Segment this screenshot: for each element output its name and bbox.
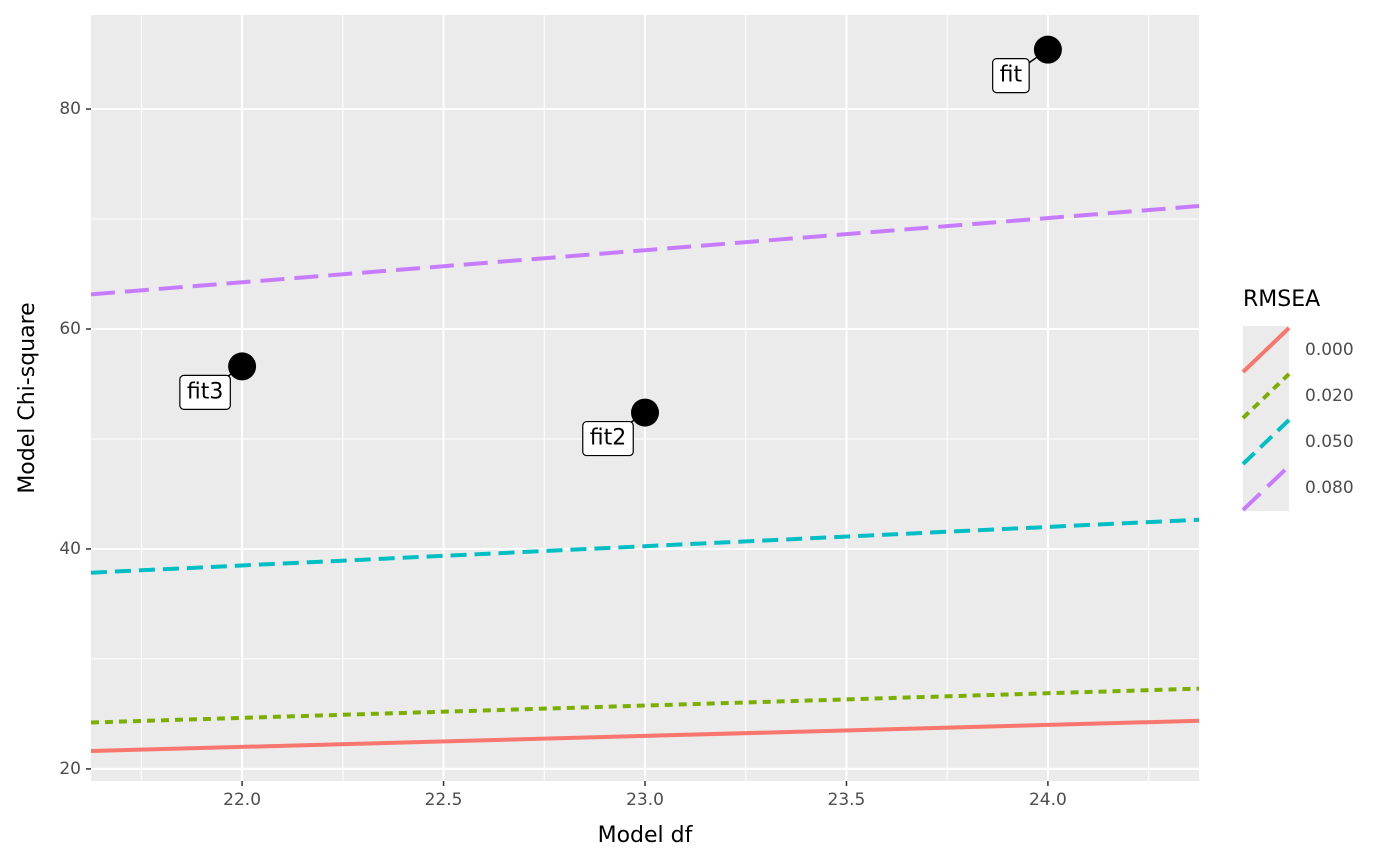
legend-title: RMSEA <box>1243 287 1320 312</box>
x-tick-label: 23.5 <box>828 790 866 810</box>
label-box <box>992 58 1030 94</box>
x-tick-label: 23.0 <box>626 790 664 810</box>
point-label: fit3 <box>187 379 223 404</box>
point <box>228 352 257 381</box>
x-tick-label: 22.5 <box>425 790 463 810</box>
x-axis-title: Model df <box>598 823 694 848</box>
legend-key <box>1241 418 1291 466</box>
x-tick-label: 24.0 <box>1029 790 1067 810</box>
legend-key <box>1241 464 1291 512</box>
rmsea-line <box>90 686 1200 725</box>
y-tick-label: 20 <box>59 759 81 779</box>
y-tick-label: 80 <box>59 99 81 119</box>
legend-key-background <box>1243 326 1289 511</box>
point-label: fit2 <box>590 426 626 451</box>
rmsea-line <box>90 204 1200 297</box>
legend-key <box>1241 372 1291 420</box>
rmsea-line <box>90 517 1200 575</box>
legend-label: 0.000 <box>1305 340 1354 360</box>
y-tick-label: 60 <box>59 319 81 339</box>
y-tick-label: 40 <box>59 539 81 559</box>
point <box>631 398 659 427</box>
label-box <box>582 420 634 457</box>
rmsea-line <box>90 718 1200 754</box>
point <box>1033 35 1062 64</box>
point-label: fit <box>1000 63 1023 88</box>
y-axis-title: Model Chi-square <box>15 302 40 493</box>
legend-key <box>1241 326 1291 374</box>
x-tick-label: 22.0 <box>223 790 261 810</box>
legend-label: 0.050 <box>1305 432 1354 452</box>
legend-label: 0.080 <box>1305 478 1354 498</box>
legend-label: 0.020 <box>1305 386 1354 406</box>
label-box <box>179 374 231 410</box>
